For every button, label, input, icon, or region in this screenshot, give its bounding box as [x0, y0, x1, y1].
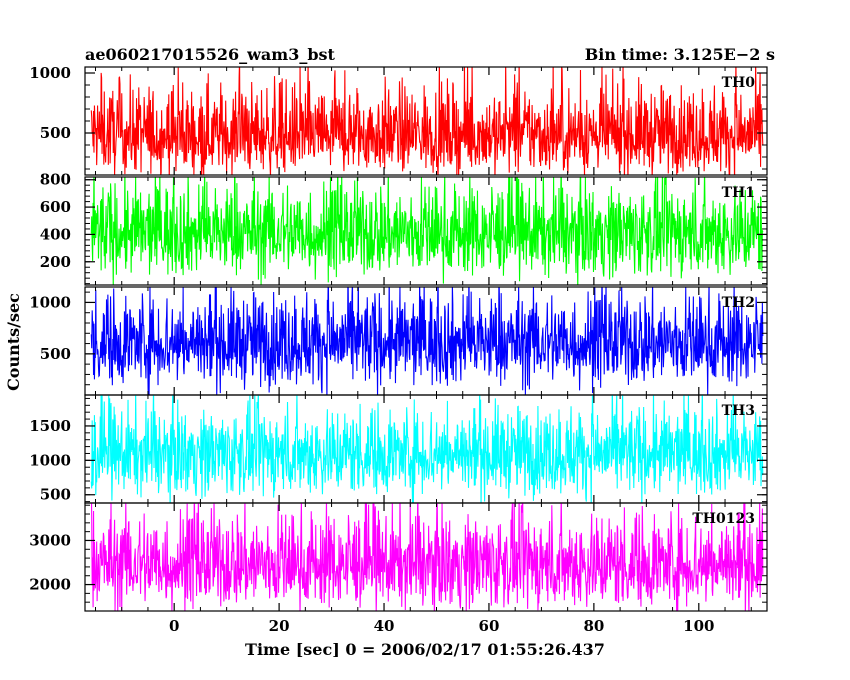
series-line-th3: [90, 395, 764, 503]
panel-label-th3: TH3: [722, 403, 755, 419]
panel-label-th0: TH0: [722, 75, 756, 91]
x-tick-label: 20: [269, 617, 290, 635]
panel-label-th2: TH2: [722, 295, 755, 311]
panel-label-th0123: TH0123: [692, 511, 755, 527]
panel-th2: 500 1000 TH2: [29, 286, 768, 396]
y-tick-label: 500: [40, 345, 71, 363]
x-tick-label: 100: [683, 617, 714, 635]
y-tick-label: 400: [40, 225, 71, 243]
panel-frame-th1: [84, 176, 768, 286]
series-line-th1: [90, 177, 764, 285]
y-tick-label: 500: [40, 124, 71, 142]
y-axis-label: Counts/sec: [4, 293, 23, 391]
panel-th1: 200 400 600 800 TH1: [40, 171, 768, 286]
panel-th0: 500 1000 TH0: [29, 64, 768, 176]
y-tick-label: 3000: [29, 531, 71, 549]
panel-frame-th0123: [84, 502, 768, 612]
series-line-th0123: [90, 503, 764, 611]
panel-th3: 500 1000 1500 TH3: [29, 394, 768, 504]
y-tick-label: 1000: [29, 451, 71, 469]
x-axis-label: Time [sec] 0 = 2006/02/17 01:55:26.437: [245, 640, 605, 659]
y-tick-label: 1000: [29, 64, 71, 82]
x-tick-label: 40: [374, 617, 395, 635]
y-tick-label: 600: [40, 198, 71, 216]
series-line-th0: [90, 67, 764, 175]
x-tick-label: 80: [583, 617, 604, 635]
series-line-th2: [90, 287, 764, 395]
y-tick-label: 1500: [29, 417, 71, 435]
y-tick-label: 200: [40, 253, 71, 271]
x-tick-label: 60: [479, 617, 500, 635]
chart-title-right: Bin time: 3.125E−2 s: [585, 45, 775, 64]
chart-title-left: ae060217015526_wam3_bst: [85, 45, 336, 64]
panel-label-th1: TH1: [722, 185, 755, 201]
y-tick-label: 2000: [29, 576, 71, 594]
y-tick-label: 1000: [29, 293, 71, 311]
y-tick-label: 800: [40, 171, 71, 189]
x-tick-label: 0: [169, 617, 179, 635]
panel-th0123: 2000 3000 TH0123: [29, 502, 768, 612]
y-tick-label: 500: [40, 486, 71, 504]
